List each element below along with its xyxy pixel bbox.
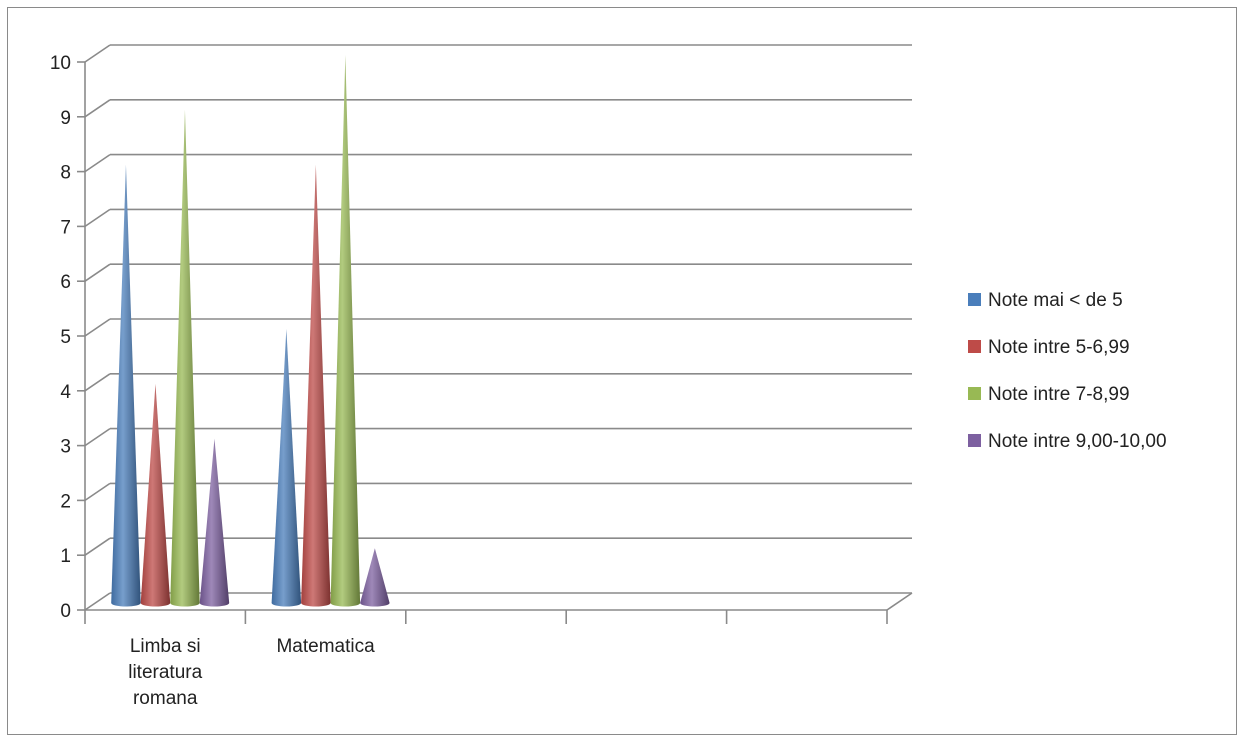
legend-swatch bbox=[968, 434, 981, 447]
gridlines bbox=[84, 44, 913, 611]
gridline-side bbox=[84, 318, 111, 337]
y-tick-label: 3 bbox=[60, 437, 71, 458]
chart-frame bbox=[7, 7, 1237, 735]
y-tick-label: 5 bbox=[60, 327, 71, 348]
gridline-side bbox=[84, 208, 111, 228]
y-tick-label: 7 bbox=[60, 217, 71, 238]
y-tick-label: 10 bbox=[50, 53, 71, 74]
floor-right-edge bbox=[886, 592, 913, 611]
gridline-side bbox=[84, 44, 111, 63]
cone-1 bbox=[111, 164, 141, 607]
y-tick-label: 2 bbox=[60, 491, 71, 512]
cone-2 bbox=[140, 383, 171, 607]
legend: Note mai < de 5 Note intre 5-6,99 Note int… bbox=[968, 290, 1167, 452]
legend-entry-label: Note intre 9,00-10,00 bbox=[988, 431, 1167, 452]
cone-3 bbox=[330, 55, 361, 607]
x-category-label: Matematica bbox=[276, 636, 375, 657]
legend-entry-label: Note mai < de 5 bbox=[988, 290, 1123, 311]
gridline-side bbox=[84, 263, 111, 282]
y-tick-label: 6 bbox=[60, 272, 71, 293]
data-cones bbox=[111, 55, 390, 607]
legend-entry-label: Note intre 7-8,99 bbox=[988, 384, 1130, 405]
cone-4 bbox=[360, 548, 390, 607]
gridline-side bbox=[84, 99, 111, 118]
cone-1 bbox=[271, 329, 302, 607]
gridline-side bbox=[84, 427, 111, 447]
gridline-side bbox=[84, 373, 111, 392]
legend-entry-label: Note intre 5-6,99 bbox=[988, 337, 1130, 358]
gridline-side bbox=[84, 482, 111, 502]
gridline-side bbox=[84, 153, 111, 173]
cone-3 bbox=[170, 109, 200, 607]
y-tick-label: 9 bbox=[60, 108, 71, 129]
legend-swatch bbox=[968, 340, 981, 353]
legend-swatch bbox=[968, 293, 981, 306]
legend-swatch bbox=[968, 387, 981, 400]
gridline-side bbox=[84, 537, 111, 556]
y-tick-label: 8 bbox=[60, 163, 71, 184]
axes: 0 1 2 3 4 5 6 7 8 9 10 Limba si literatura romana Mate… bbox=[50, 53, 888, 709]
gridline-side bbox=[84, 592, 111, 611]
x-category-label: Limba si bbox=[130, 636, 201, 657]
y-tick-label: 4 bbox=[60, 382, 71, 403]
y-tick-label: 0 bbox=[60, 601, 71, 622]
x-category-label: romana bbox=[133, 688, 198, 709]
cone-4 bbox=[199, 438, 230, 607]
cone-2 bbox=[301, 164, 331, 607]
y-tick-label: 1 bbox=[60, 546, 71, 567]
x-category-label: literatura bbox=[128, 662, 202, 683]
